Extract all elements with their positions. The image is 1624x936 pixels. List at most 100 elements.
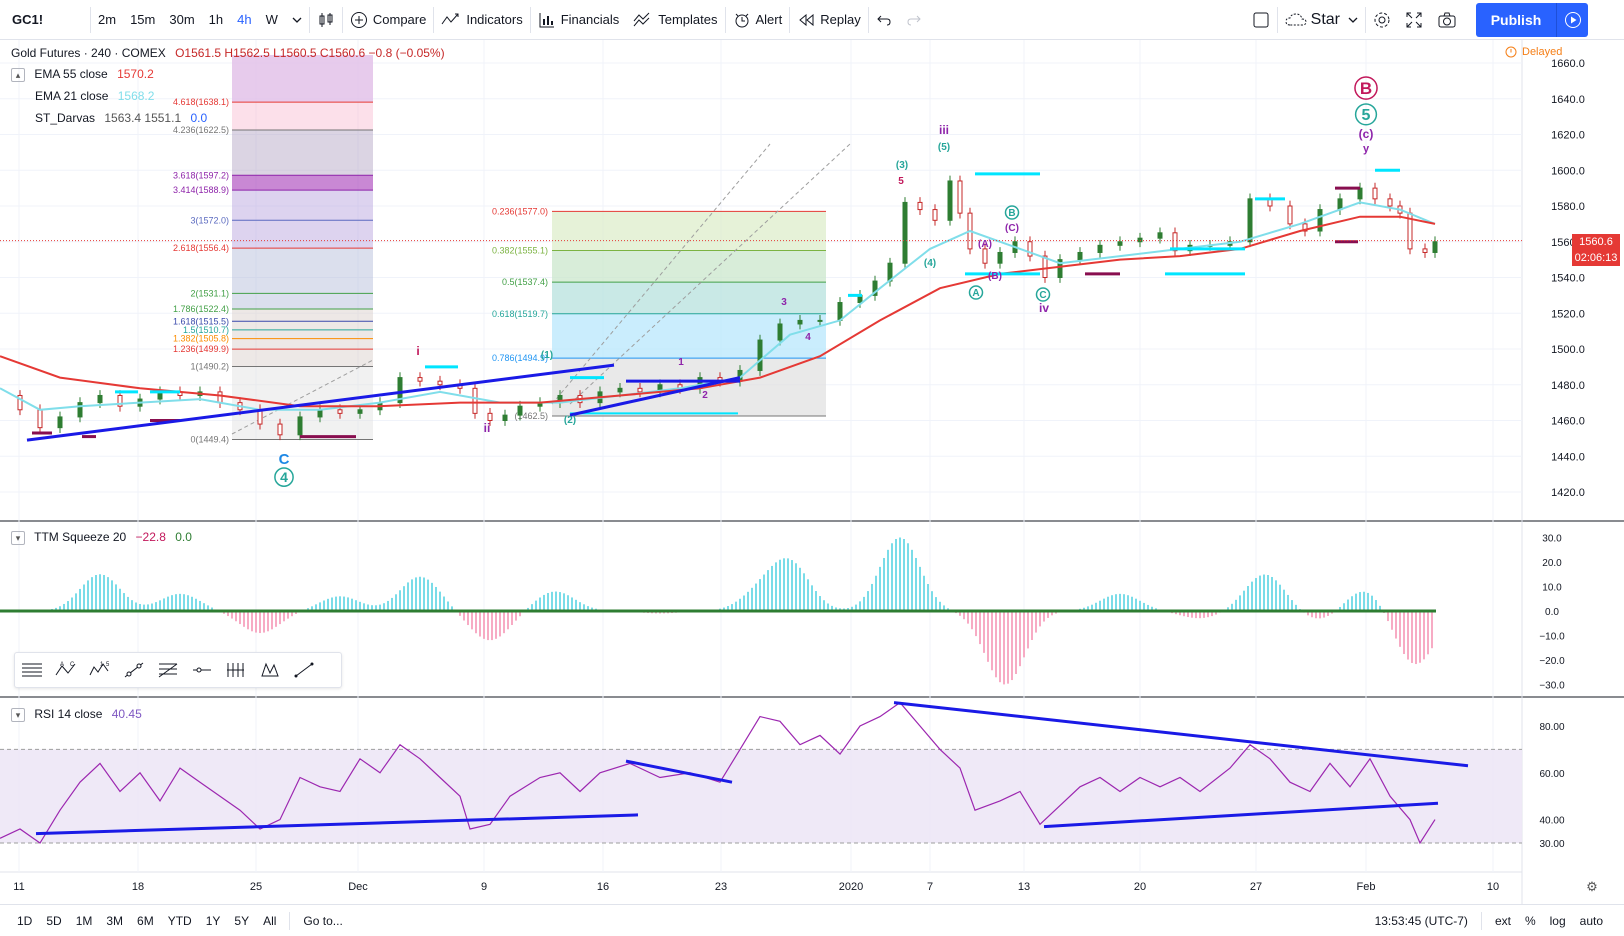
log-toggle[interactable]: log xyxy=(1549,913,1566,928)
compare-button[interactable]: Compare xyxy=(343,0,433,40)
snapshot-button[interactable] xyxy=(1430,0,1464,40)
range-1m[interactable]: 1M xyxy=(75,913,93,928)
chart-canvas[interactable]: 1660.01640.01620.01600.01580.01560.01540… xyxy=(0,40,1624,904)
interval-4h[interactable]: 4h xyxy=(237,12,252,27)
symbol-search[interactable]: GC1! xyxy=(12,12,44,27)
wave-label-a-paren: (A) xyxy=(978,239,992,250)
candle-body xyxy=(397,377,403,404)
range-1d[interactable]: 1D xyxy=(17,913,33,928)
range-3m[interactable]: 3M xyxy=(106,913,124,928)
fullscreen-checkbox[interactable] xyxy=(1245,0,1277,40)
indicators-button[interactable]: Indicators xyxy=(434,0,529,40)
candle-body xyxy=(1057,259,1063,278)
trend-line-icon[interactable] xyxy=(117,653,151,687)
delayed-badge[interactable]: Delayed xyxy=(1505,46,1562,58)
wave-label-a: A xyxy=(972,288,979,299)
range-all[interactable]: All xyxy=(263,913,277,928)
publish-button[interactable]: Publish xyxy=(1476,3,1556,37)
undo-button[interactable] xyxy=(869,0,899,40)
divider xyxy=(1365,7,1366,33)
candle-body xyxy=(777,323,783,341)
templates-button[interactable]: Templates xyxy=(626,0,724,40)
interval-w[interactable]: W xyxy=(265,12,278,27)
redo-button[interactable] xyxy=(899,0,929,40)
goto-button[interactable]: Go to... xyxy=(303,913,343,928)
fib-level-label: 1.786(1522.4) xyxy=(173,304,229,314)
time-tick-label: 7 xyxy=(927,881,933,893)
wave-circle xyxy=(1004,205,1020,220)
fib-band xyxy=(232,308,373,322)
candle-body xyxy=(1077,251,1083,261)
divider xyxy=(1480,911,1482,930)
wave-circle xyxy=(1354,76,1378,100)
wave-label-4: 4 xyxy=(805,332,811,343)
darvas-label[interactable]: ST_Darvas xyxy=(35,111,96,125)
pattern-tool-icon[interactable] xyxy=(253,653,287,687)
expand-icon xyxy=(1406,12,1422,28)
wave-label-b-paren: (B) xyxy=(988,271,1002,282)
fib-retracement-icon[interactable] xyxy=(151,653,185,687)
rewind-icon xyxy=(799,13,814,26)
wave-label-3: 3 xyxy=(781,297,787,308)
settings-button[interactable] xyxy=(1366,0,1398,40)
collapse-legend-button[interactable]: ▴ xyxy=(11,67,25,82)
publish-menu-button[interactable] xyxy=(1556,3,1588,37)
interval-2m[interactable]: 2m xyxy=(98,12,117,27)
auto-toggle[interactable]: auto xyxy=(1579,913,1603,928)
candle-body xyxy=(1137,237,1143,243)
financials-label: Financials xyxy=(560,12,620,27)
time-tick-label: Feb xyxy=(1357,881,1376,893)
fib-retracement-label: (1462.5) xyxy=(514,411,548,421)
fullscreen-button[interactable] xyxy=(1398,0,1430,40)
fib-band xyxy=(232,175,373,191)
range-1y[interactable]: 1Y xyxy=(205,913,221,928)
replay-button[interactable]: Replay xyxy=(790,0,867,40)
fib-retracement-band xyxy=(552,282,826,314)
percent-toggle[interactable]: % xyxy=(1524,913,1536,928)
range-6m[interactable]: 6M xyxy=(137,913,154,928)
range-5d[interactable]: 5D xyxy=(46,913,62,928)
clock-icon xyxy=(1505,46,1517,58)
price-tick-label: 1480.0 xyxy=(1551,380,1585,392)
svg-text:1: 1 xyxy=(100,662,104,668)
star-button[interactable]: Star xyxy=(1278,0,1365,40)
ext-toggle[interactable]: ext xyxy=(1494,913,1511,928)
candle-body xyxy=(957,180,963,214)
ruler-tool-icon[interactable] xyxy=(287,653,321,687)
clock-time[interactable]: 13:53:45 (UTC-7) xyxy=(1374,913,1468,928)
date-range-icon[interactable] xyxy=(219,653,253,687)
fib-level-label: 3.414(1588.9) xyxy=(173,185,229,195)
alert-button[interactable]: Alert xyxy=(726,0,790,40)
interval-30m[interactable]: 30m xyxy=(169,12,195,27)
camera-icon xyxy=(1438,12,1456,28)
ttm-tick-label: −20.0 xyxy=(1539,656,1565,667)
trend-line xyxy=(569,376,741,417)
rsi-legend: ▾ RSI 14 close 40.45 xyxy=(11,707,142,722)
interval-15m[interactable]: 15m xyxy=(130,12,156,27)
rsi-label[interactable]: RSI 14 close xyxy=(34,707,103,721)
chevron-down-icon[interactable] xyxy=(285,0,309,40)
financials-button[interactable]: Financials xyxy=(531,0,627,40)
horizontal-ray-icon[interactable] xyxy=(185,653,219,687)
ttm-label[interactable]: TTM Squeeze 20 xyxy=(34,530,127,544)
bar-style-button[interactable] xyxy=(310,0,342,40)
range-ytd[interactable]: YTD xyxy=(167,913,192,928)
collapse-ttm-button[interactable]: ▾ xyxy=(11,530,25,545)
ema21-label[interactable]: EMA 21 close xyxy=(35,89,109,103)
fib-level-label: 1.236(1499.9) xyxy=(173,344,229,354)
lines-tool-icon[interactable] xyxy=(15,653,49,687)
compare-label: Compare xyxy=(372,12,427,27)
ema55-label[interactable]: EMA 55 close xyxy=(34,67,108,81)
ema55-value: 1570.2 xyxy=(117,67,154,81)
wave-label-ii: ii xyxy=(484,421,491,435)
candle-body xyxy=(817,319,823,322)
candle-body xyxy=(637,387,643,393)
rsi-trend-line xyxy=(893,701,1469,768)
collapse-rsi-button[interactable]: ▾ xyxy=(11,707,25,722)
interval-1h[interactable]: 1h xyxy=(208,12,224,27)
fib-level-label: 1(1490.2) xyxy=(190,362,229,372)
candle-body xyxy=(97,394,103,404)
range-5y[interactable]: 5Y xyxy=(234,913,250,928)
